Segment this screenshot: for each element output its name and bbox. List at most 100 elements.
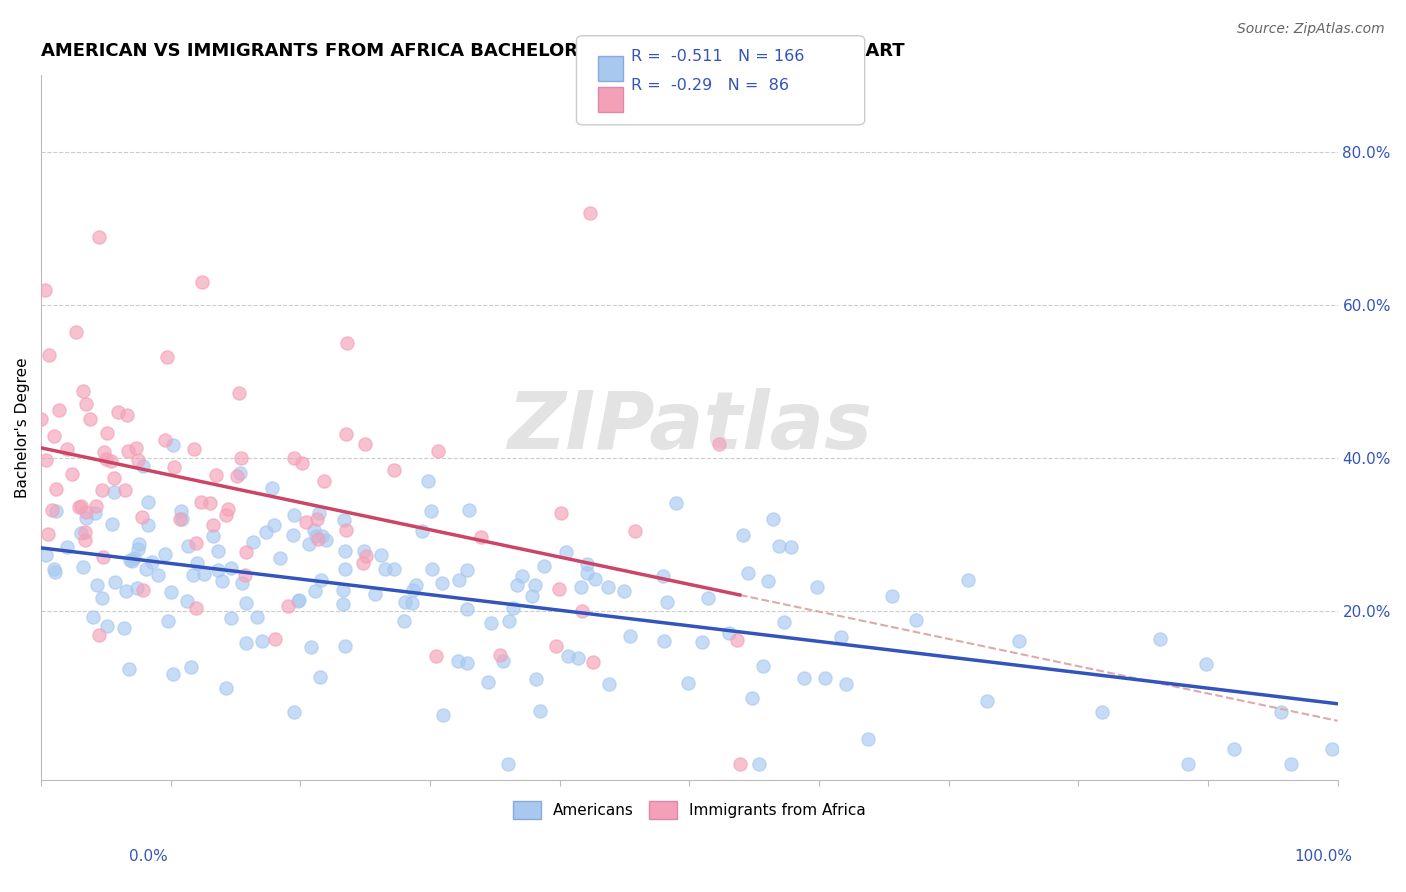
Point	[100, 453, 122, 467]
Text: R =  -0.511   N = 166: R = -0.511 N = 166	[631, 49, 804, 64]
Point	[103, 471, 125, 485]
Point	[72, 560, 94, 574]
Point	[56, 540, 79, 554]
Point	[233, 568, 256, 582]
Point	[125, 581, 148, 595]
Point	[201, 518, 224, 533]
Point	[44, 429, 66, 443]
Point	[579, 206, 602, 220]
Point	[215, 508, 238, 522]
Point	[65, 325, 87, 339]
Point	[277, 599, 299, 613]
Point	[170, 504, 193, 518]
Point	[287, 594, 309, 608]
Point	[122, 551, 145, 566]
Point	[37, 526, 59, 541]
Point	[87, 230, 110, 244]
Point	[506, 578, 529, 592]
Point	[295, 515, 318, 529]
Legend: Americans, Immigrants from Africa: Americans, Immigrants from Africa	[508, 795, 872, 825]
Point	[456, 657, 478, 671]
Point	[353, 556, 375, 570]
Point	[62, 467, 84, 482]
Point	[132, 458, 155, 473]
Point	[235, 636, 257, 650]
Point	[717, 626, 740, 640]
Point	[44, 565, 66, 579]
Point	[283, 508, 305, 523]
Point	[231, 575, 253, 590]
Point	[86, 578, 108, 592]
Point	[118, 553, 141, 567]
Text: R =  -0.29   N =  86: R = -0.29 N = 86	[631, 78, 789, 93]
Point	[382, 562, 405, 576]
Text: 100.0%: 100.0%	[1295, 849, 1353, 864]
Point	[41, 503, 63, 517]
Point	[131, 509, 153, 524]
Point	[82, 609, 104, 624]
Point	[91, 591, 114, 606]
Point	[598, 581, 620, 595]
Point	[550, 506, 572, 520]
Point	[96, 425, 118, 440]
Point	[623, 524, 645, 538]
Point	[118, 663, 141, 677]
Point	[155, 548, 177, 562]
Point	[112, 621, 135, 635]
Point	[283, 451, 305, 466]
Point	[79, 412, 101, 426]
Point	[72, 384, 94, 398]
Point	[242, 534, 264, 549]
Point	[394, 595, 416, 609]
Point	[231, 450, 253, 465]
Point	[731, 528, 754, 542]
Point	[136, 494, 159, 508]
Point	[856, 731, 879, 746]
Point	[756, 574, 779, 588]
Point	[690, 634, 713, 648]
Point	[309, 670, 332, 684]
Point	[470, 530, 492, 544]
Point	[353, 544, 375, 558]
Point	[880, 589, 903, 603]
Point	[200, 496, 222, 510]
Point	[335, 639, 357, 653]
Point	[456, 602, 478, 616]
Point	[170, 512, 193, 526]
Point	[162, 666, 184, 681]
Point	[416, 474, 439, 488]
Point	[332, 597, 354, 611]
Point	[557, 648, 579, 663]
Point	[737, 566, 759, 581]
Point	[665, 496, 688, 510]
Point	[169, 512, 191, 526]
Point	[304, 523, 326, 537]
Point	[432, 708, 454, 723]
Point	[1091, 706, 1114, 720]
Point	[246, 609, 269, 624]
Point	[162, 438, 184, 452]
Point	[305, 528, 328, 542]
Point	[204, 468, 226, 483]
Point	[235, 596, 257, 610]
Point	[696, 591, 718, 606]
Text: Source: ZipAtlas.com: Source: ZipAtlas.com	[1237, 22, 1385, 37]
Point	[307, 511, 329, 525]
Point	[741, 691, 763, 706]
Point	[510, 569, 533, 583]
Point	[520, 590, 543, 604]
Point	[598, 677, 620, 691]
Point	[576, 566, 599, 581]
Point	[793, 671, 815, 685]
Point	[488, 648, 510, 662]
Point	[225, 468, 247, 483]
Point	[114, 483, 136, 498]
Point	[141, 555, 163, 569]
Point	[402, 582, 425, 597]
Point	[956, 573, 979, 587]
Point	[91, 550, 114, 565]
Point	[315, 533, 337, 548]
Point	[221, 611, 243, 625]
Point	[127, 453, 149, 467]
Point	[311, 529, 333, 543]
